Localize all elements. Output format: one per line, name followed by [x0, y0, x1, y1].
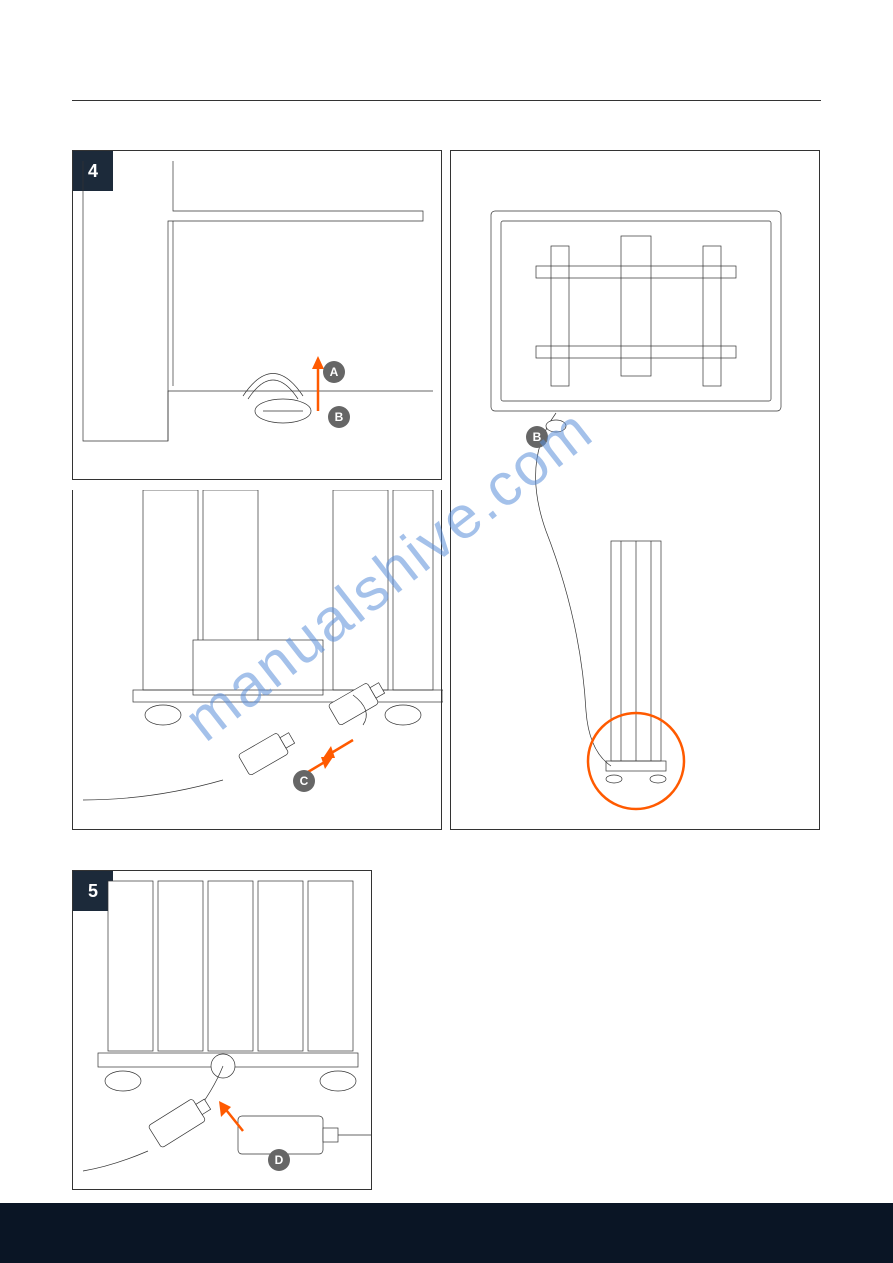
callout-d-panel4: D: [268, 1149, 290, 1171]
diagram-panel-4: 5: [72, 870, 372, 1190]
diagram-panel-2: B: [450, 150, 820, 830]
footer-bar: [0, 1203, 893, 1263]
diagram-panel-1: 4 A B: [72, 150, 442, 480]
callout-c-panel3: C: [293, 770, 315, 792]
callout-a-panel1: A: [323, 361, 345, 383]
callout-b-panel2: B: [526, 426, 548, 448]
callout-b-panel1: B: [328, 406, 350, 428]
header-rule: [72, 100, 821, 101]
diagram-panel-3: C: [72, 490, 442, 830]
manual-page: 4 A B: [0, 0, 893, 1263]
